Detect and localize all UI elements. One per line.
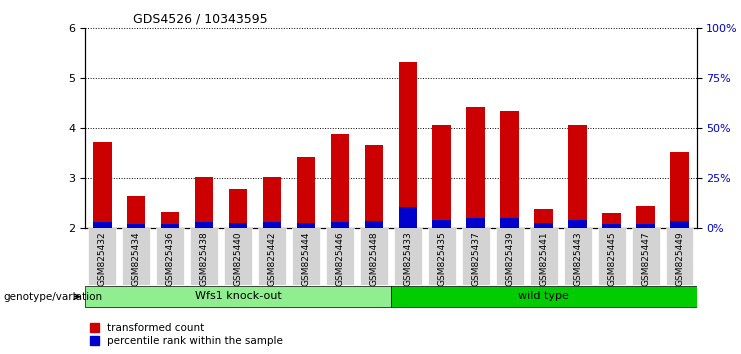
Text: GSM825441: GSM825441 <box>539 231 548 286</box>
Bar <box>500 111 519 228</box>
Bar <box>602 213 621 228</box>
Bar <box>195 177 213 228</box>
Bar <box>262 177 282 228</box>
Text: GSM825433: GSM825433 <box>403 231 412 286</box>
Bar <box>229 189 247 228</box>
Text: GSM825443: GSM825443 <box>574 231 582 286</box>
Text: GSM825444: GSM825444 <box>302 231 310 286</box>
FancyBboxPatch shape <box>360 228 388 285</box>
Legend: transformed count, percentile rank within the sample: transformed count, percentile rank withi… <box>90 323 283 346</box>
FancyBboxPatch shape <box>391 286 697 307</box>
FancyBboxPatch shape <box>258 228 286 285</box>
Text: GSM825438: GSM825438 <box>199 231 208 286</box>
FancyBboxPatch shape <box>496 228 524 285</box>
Bar <box>602 224 621 228</box>
Bar <box>500 218 519 228</box>
Bar <box>127 196 145 228</box>
Text: GSM825445: GSM825445 <box>607 231 616 286</box>
Bar <box>568 125 587 228</box>
Bar <box>568 220 587 228</box>
Text: Wfs1 knock-out: Wfs1 knock-out <box>195 291 282 302</box>
Text: GSM825436: GSM825436 <box>166 231 175 286</box>
Bar <box>330 134 349 228</box>
Bar <box>433 125 451 228</box>
Text: wild type: wild type <box>518 291 569 302</box>
FancyBboxPatch shape <box>428 228 456 285</box>
FancyBboxPatch shape <box>190 228 218 285</box>
Bar <box>637 224 655 228</box>
Text: GSM825446: GSM825446 <box>336 231 345 286</box>
FancyBboxPatch shape <box>394 228 422 285</box>
Bar <box>365 145 383 228</box>
Text: GSM825448: GSM825448 <box>370 231 379 286</box>
Text: GDS4526 / 10343595: GDS4526 / 10343595 <box>133 12 268 25</box>
Bar <box>262 222 282 228</box>
Bar <box>296 157 316 228</box>
Bar <box>161 212 179 228</box>
Bar <box>365 221 383 228</box>
FancyBboxPatch shape <box>88 228 116 285</box>
Text: GSM825435: GSM825435 <box>437 231 446 286</box>
Bar <box>670 152 689 228</box>
Bar <box>93 222 112 228</box>
Text: GSM825434: GSM825434 <box>132 231 141 286</box>
Bar <box>670 221 689 228</box>
FancyBboxPatch shape <box>85 286 391 307</box>
FancyBboxPatch shape <box>462 228 490 285</box>
Bar <box>229 223 247 228</box>
Bar <box>466 218 485 228</box>
Bar <box>433 220 451 228</box>
Bar <box>534 223 553 228</box>
FancyBboxPatch shape <box>122 228 150 285</box>
Bar <box>534 209 553 228</box>
Bar <box>466 107 485 228</box>
FancyBboxPatch shape <box>156 228 184 285</box>
Text: GSM825439: GSM825439 <box>505 231 514 286</box>
FancyBboxPatch shape <box>598 228 625 285</box>
FancyBboxPatch shape <box>224 228 252 285</box>
FancyBboxPatch shape <box>564 228 591 285</box>
Text: GSM825449: GSM825449 <box>675 231 684 286</box>
Text: GSM825447: GSM825447 <box>641 231 650 286</box>
FancyBboxPatch shape <box>326 228 354 285</box>
Bar <box>637 206 655 228</box>
Bar <box>161 224 179 228</box>
Text: GSM825432: GSM825432 <box>98 231 107 286</box>
Text: genotype/variation: genotype/variation <box>4 292 103 302</box>
Bar <box>330 222 349 228</box>
Text: GSM825440: GSM825440 <box>233 231 242 286</box>
FancyBboxPatch shape <box>665 228 694 285</box>
Bar <box>195 222 213 228</box>
FancyBboxPatch shape <box>530 228 558 285</box>
Text: GSM825437: GSM825437 <box>471 231 480 286</box>
FancyBboxPatch shape <box>292 228 320 285</box>
FancyBboxPatch shape <box>631 228 659 285</box>
Text: GSM825442: GSM825442 <box>268 231 276 286</box>
Bar <box>399 62 417 228</box>
Bar <box>127 224 145 228</box>
Bar <box>296 223 316 228</box>
Bar <box>93 142 112 228</box>
Bar <box>399 207 417 228</box>
